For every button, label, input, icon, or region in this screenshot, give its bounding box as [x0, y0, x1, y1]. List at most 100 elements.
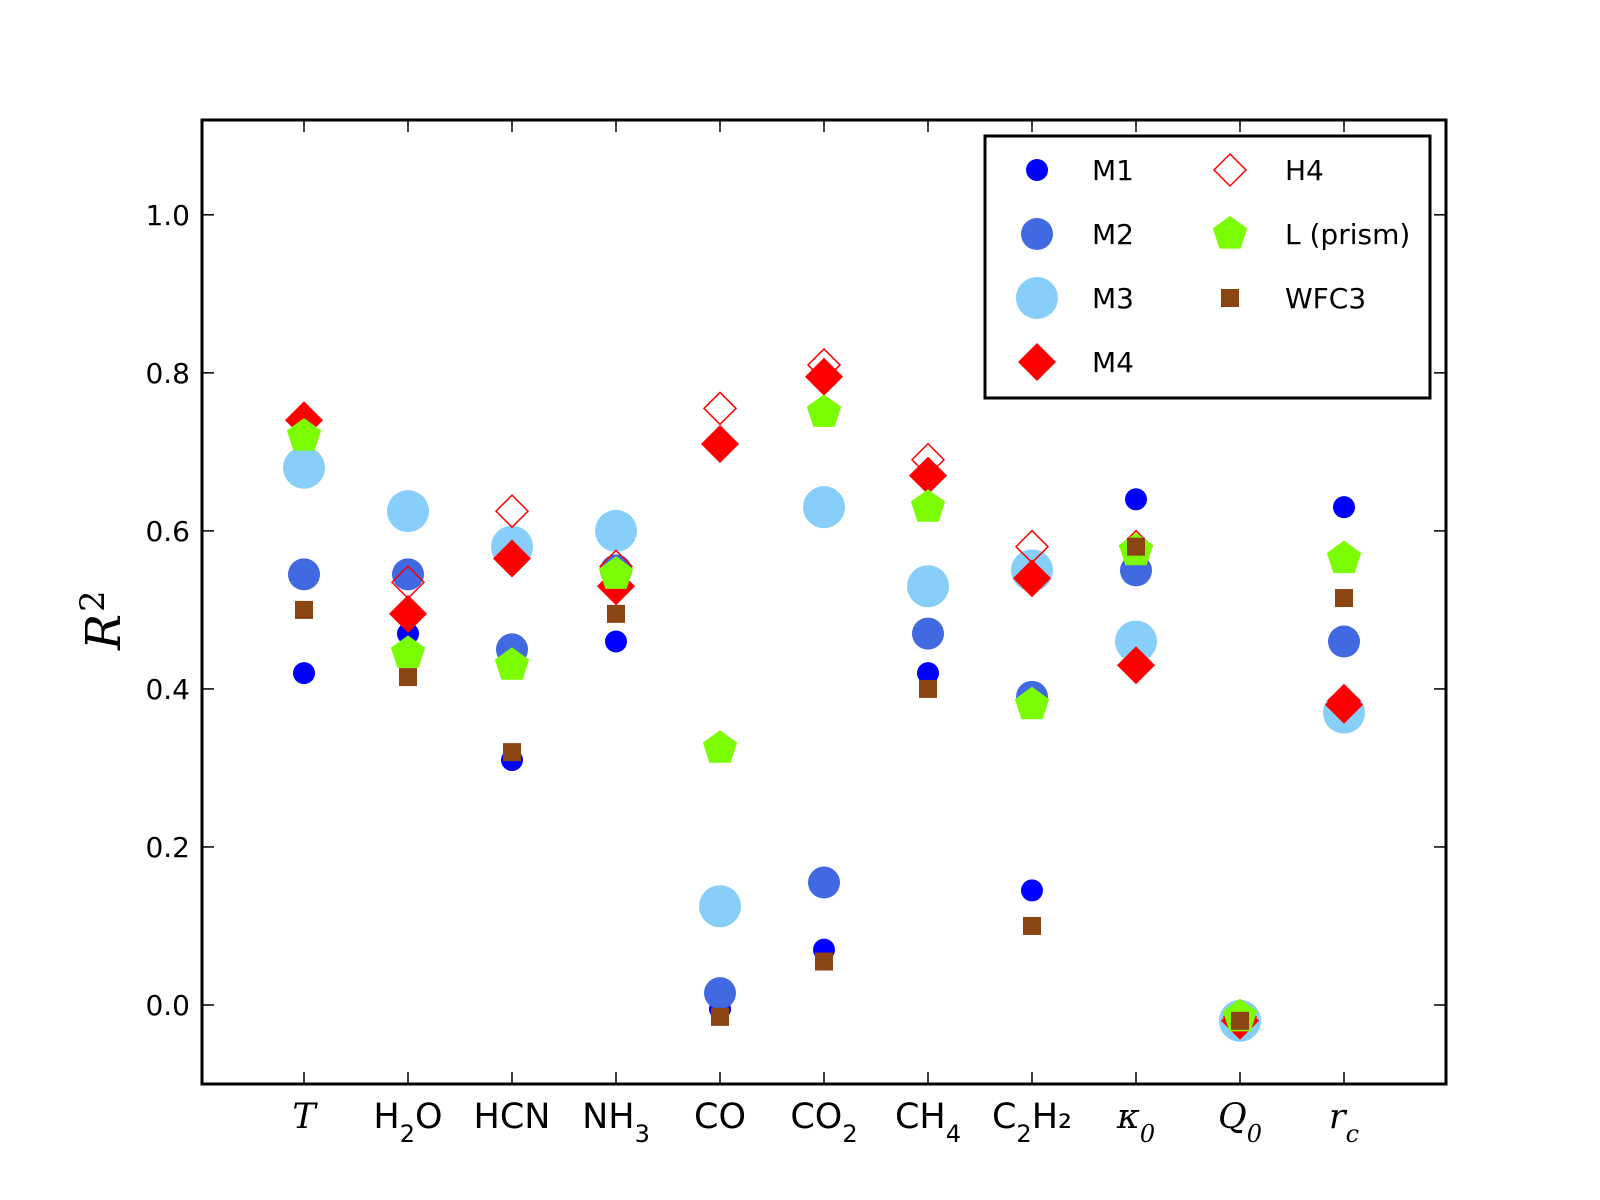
data-point	[1231, 1011, 1249, 1030]
data-point	[598, 556, 634, 589]
x-tick-label: rc	[1329, 1097, 1359, 1148]
x-tick-label: H2O	[373, 1097, 442, 1148]
legend-item: M1	[1026, 154, 1134, 187]
data-point	[286, 418, 322, 451]
data-point	[1013, 559, 1051, 598]
legend-label: WFC3	[1285, 282, 1366, 315]
y-tick-label: 1.0	[145, 199, 190, 232]
data-point	[701, 424, 739, 463]
x-tick-label: κ0	[1116, 1097, 1155, 1148]
data-point	[288, 558, 320, 591]
y-axis: 0.0 0.2 0.4 0.6 0.8 1.0	[145, 199, 1446, 1022]
x-tick-label: NH3	[582, 1097, 650, 1148]
legend-marker	[1026, 159, 1048, 181]
data-point	[494, 494, 530, 529]
legend-marker	[1021, 218, 1053, 250]
data-point	[806, 347, 842, 383]
data-point	[711, 1007, 729, 1026]
legend-label: M2	[1092, 218, 1134, 251]
data-point	[805, 357, 843, 396]
legend-marker	[1212, 152, 1248, 188]
data-point	[1328, 625, 1360, 658]
data-point	[1117, 646, 1155, 685]
data-point	[702, 730, 738, 763]
legend-marker	[1212, 216, 1248, 249]
legend-label: M4	[1092, 346, 1134, 379]
y-tick-label: 0.0	[145, 989, 190, 1022]
legend-marker	[1018, 343, 1056, 381]
legend-label: L (prism)	[1285, 218, 1410, 251]
y-axis-title-text: R	[76, 614, 132, 651]
data-point	[389, 594, 427, 633]
y-tick-label: 0.8	[145, 357, 190, 390]
data-point	[910, 489, 946, 522]
data-marks	[283, 347, 1365, 1042]
data-point	[390, 635, 426, 668]
data-point	[397, 622, 419, 645]
data-point	[699, 885, 741, 928]
data-point	[1125, 488, 1147, 511]
data-point	[912, 617, 944, 650]
x-tick-label: Q0	[1218, 1097, 1262, 1148]
legend-label: M3	[1092, 282, 1134, 315]
data-point	[293, 662, 315, 685]
legend-marker	[1016, 277, 1058, 319]
series-wfc3	[295, 537, 1353, 1030]
x-tick-label: CO2	[790, 1097, 857, 1148]
legend-marker	[1221, 289, 1239, 307]
data-point	[605, 630, 627, 653]
legend-item: M2	[1021, 218, 1134, 251]
data-point	[607, 604, 625, 623]
data-point	[1127, 537, 1145, 556]
legend-item: H4	[1212, 152, 1324, 188]
data-point	[910, 442, 946, 477]
data-point	[917, 662, 939, 685]
legend-item: M4	[1018, 343, 1134, 381]
data-point	[1333, 496, 1355, 519]
data-point	[295, 600, 313, 619]
data-point	[595, 509, 637, 552]
legend-item: M3	[1016, 277, 1134, 319]
legend-item: L (prism)	[1212, 216, 1410, 251]
data-point	[1021, 879, 1043, 902]
legend-item: WFC3	[1221, 282, 1366, 315]
data-point	[1326, 540, 1362, 574]
data-point	[1115, 620, 1157, 663]
legend: M1 M2 M3 M4 H4 L (prism) WFC3	[983, 134, 1432, 400]
y-tick-label: 0.4	[145, 673, 190, 706]
data-point	[390, 565, 426, 600]
data-point	[919, 679, 937, 698]
data-point	[392, 558, 424, 591]
data-point	[387, 490, 429, 533]
data-point	[1023, 916, 1041, 935]
data-point	[803, 486, 845, 529]
data-point	[1335, 589, 1353, 608]
y-tick-label: 0.2	[145, 831, 190, 864]
x-tick-label: CO	[694, 1097, 746, 1137]
data-point	[815, 952, 833, 971]
legend-label: H4	[1285, 154, 1324, 187]
x-tick-label: C2H₂	[992, 1097, 1072, 1148]
y-axis-title: R 2	[73, 590, 132, 651]
y-tick-label: 0.6	[145, 515, 190, 548]
data-point	[808, 866, 840, 899]
data-point	[907, 565, 949, 608]
data-point	[806, 394, 842, 427]
data-point	[503, 743, 521, 762]
data-point	[702, 391, 738, 426]
data-point	[1014, 686, 1050, 720]
data-point	[399, 668, 417, 687]
data-point	[1014, 529, 1050, 564]
legend-label: M1	[1092, 154, 1134, 187]
data-point	[704, 977, 736, 1010]
x-tick-label: CH4	[895, 1097, 961, 1148]
x-tick-label: HCN	[474, 1097, 551, 1137]
y-axis-title-superscript: 2	[73, 590, 113, 612]
data-point	[494, 647, 530, 680]
legend-box	[983, 134, 1432, 400]
data-point	[283, 446, 325, 489]
x-tick-label: T	[292, 1097, 318, 1137]
data-point	[493, 539, 531, 578]
x-axis: T H2O HCN NH3 CO CO2 CH4 C2H₂ κ0 Q0 rc	[292, 120, 1359, 1148]
